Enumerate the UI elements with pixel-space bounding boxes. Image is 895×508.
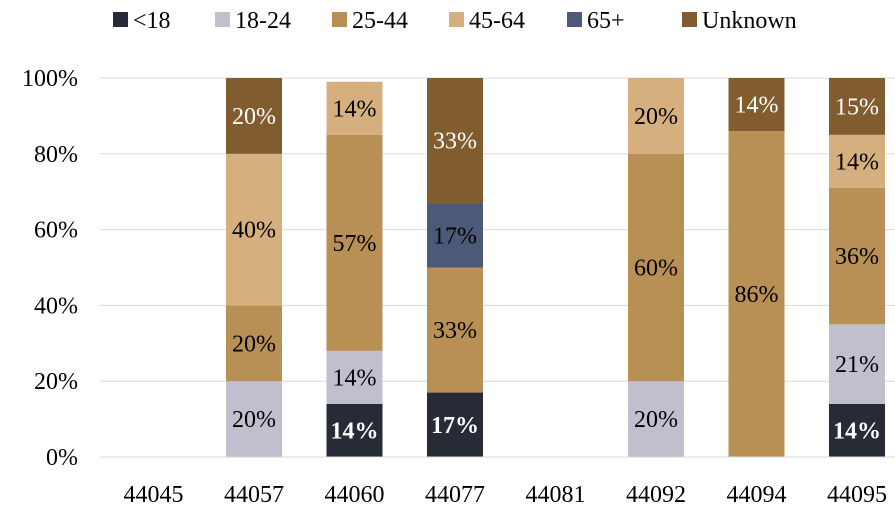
data-label: 33% xyxy=(433,318,477,344)
data-label: 14% xyxy=(735,93,779,119)
bar-segment xyxy=(226,305,282,382)
legend-label: 18-24 xyxy=(235,8,291,34)
data-label: 17% xyxy=(431,413,479,439)
bar-segment xyxy=(728,78,785,132)
bar-segment xyxy=(829,324,885,404)
x-tick-label: 44095 xyxy=(827,482,887,508)
legend-swatch xyxy=(113,12,128,27)
y-tick-label: 0% xyxy=(46,445,78,471)
x-tick-label: 44092 xyxy=(626,482,686,508)
data-label: 17% xyxy=(433,223,477,249)
bar-segment xyxy=(326,81,383,135)
bar-segment xyxy=(427,78,483,204)
legend-swatch xyxy=(682,12,697,27)
legend-swatch xyxy=(215,12,230,27)
x-tick-label: 44045 xyxy=(124,482,184,508)
data-label: 20% xyxy=(232,104,276,130)
x-tick-label: 44060 xyxy=(325,482,385,508)
data-label: 14% xyxy=(333,365,377,391)
x-tick-label: 44094 xyxy=(727,482,787,508)
y-tick-label: 80% xyxy=(34,142,78,168)
bar-segment xyxy=(326,134,383,351)
data-label: 15% xyxy=(835,94,879,120)
x-axis: 44045 44057 44060 44077 44081 44092 44094 44095 xyxy=(100,456,895,508)
bar-segment xyxy=(427,203,483,268)
data-label: 57% xyxy=(333,231,377,257)
legend-label: <18 xyxy=(133,8,171,34)
bar-segment xyxy=(829,187,885,325)
bar-segment xyxy=(628,153,684,382)
data-label: 14% xyxy=(331,418,379,444)
bar-segment xyxy=(628,381,684,457)
legend-label: 65+ xyxy=(587,8,625,34)
y-tick-label: 40% xyxy=(34,293,78,319)
bar-segment xyxy=(226,153,282,306)
x-tick-label: 44081 xyxy=(526,482,586,508)
x-tick-label: 44057 xyxy=(224,482,284,508)
data-label: 21% xyxy=(835,352,879,378)
bar-segment xyxy=(829,78,885,135)
data-label: 14% xyxy=(333,96,377,122)
bar-segment xyxy=(226,78,282,154)
legend: <18 18-24 25-44 45-64 65+ Unknown xyxy=(113,8,797,34)
bar-segment xyxy=(829,403,885,457)
data-label: 86% xyxy=(735,282,779,308)
legend-swatch xyxy=(567,12,582,27)
legend-swatch xyxy=(332,12,347,27)
bar-segment xyxy=(326,350,383,404)
data-label: 14% xyxy=(833,418,881,444)
data-label: 40% xyxy=(232,218,276,244)
legend-swatch xyxy=(449,12,464,27)
y-tick-label: 100% xyxy=(22,66,78,92)
y-tick-label: 20% xyxy=(34,369,78,395)
y-axis: 0% 20% 40% 60% 80% 100% xyxy=(22,66,78,471)
bar-segment xyxy=(427,267,483,393)
data-label: 36% xyxy=(835,244,879,270)
bar-segment xyxy=(728,131,785,457)
data-label: 20% xyxy=(232,331,276,357)
bar-segment xyxy=(427,392,483,457)
data-label: 20% xyxy=(634,104,678,130)
bar-segment xyxy=(226,381,282,457)
data-label: 20% xyxy=(634,407,678,433)
bar-segment xyxy=(628,78,684,154)
bars: 20% 20% 40% 20% 14% 14% 57% 14% 17% 33% 17% 33% 20% 6… xyxy=(226,78,885,457)
data-label: 33% xyxy=(433,129,477,155)
x-tick-label: 44077 xyxy=(425,482,485,508)
data-label: 60% xyxy=(634,256,678,282)
y-tick-label: 60% xyxy=(34,218,78,244)
legend-label: Unknown xyxy=(702,8,797,34)
legend-label: 25-44 xyxy=(352,8,408,34)
data-label: 14% xyxy=(835,149,879,175)
bar-segment xyxy=(829,134,885,188)
data-label: 20% xyxy=(232,407,276,433)
legend-label: 45-64 xyxy=(469,8,525,34)
bar-segment xyxy=(326,403,383,457)
